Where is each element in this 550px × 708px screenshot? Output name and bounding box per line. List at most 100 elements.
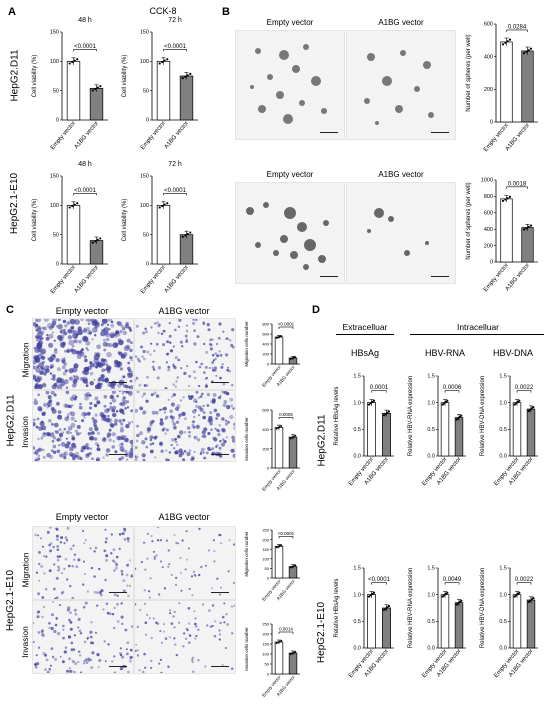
d6-point — [529, 599, 532, 602]
sphere-image-a1bg-e10 — [346, 182, 456, 284]
c1-ytick-label: 400 — [262, 342, 269, 347]
a2-point — [181, 77, 184, 80]
a1-pvalue: <0.0001 — [74, 44, 97, 50]
a2-bar-a1bg — [179, 75, 194, 121]
a4-point — [189, 231, 192, 234]
panel-c-row-label-d11: HepG2.D11 — [5, 393, 17, 447]
panel-a-title: CCK-8 — [149, 6, 177, 16]
panel-c-sub-migration-2: Migration — [20, 552, 30, 588]
a4-pvalue: <0.0001 — [164, 188, 187, 194]
a2-ytick-label: 150 — [140, 30, 149, 36]
c4-point — [275, 642, 278, 645]
transwell-invasion-a1bg-e10 — [134, 600, 236, 674]
d1-point — [384, 412, 387, 416]
c4-ylabel: Invasion cells number — [244, 627, 249, 671]
b2-point — [527, 225, 530, 229]
c2-point — [294, 434, 297, 437]
a1-point — [71, 60, 74, 64]
c1-ytick-label: 800 — [262, 322, 269, 327]
a4-point — [158, 206, 161, 209]
d3-point — [530, 407, 533, 410]
d2-point — [458, 415, 461, 419]
a1-ytick-label: 100 — [50, 59, 59, 65]
d5-point — [458, 600, 461, 604]
d5-point — [460, 599, 463, 602]
b2-point — [529, 224, 533, 227]
c4-ytick-label: 150 — [262, 642, 269, 647]
panel-c-col-empty-2: Empty vector — [55, 512, 109, 522]
c3-point — [289, 566, 292, 569]
a4-ytick-label: 150 — [140, 174, 149, 180]
b2-bar-empty — [500, 198, 513, 263]
panel-c-sub-invasion-1: Invasion — [20, 416, 31, 448]
d6-point — [513, 595, 516, 598]
c2-bar-empty — [274, 427, 284, 469]
c4-point — [291, 652, 294, 655]
a2-ytick-label: 50 — [143, 88, 149, 94]
c3-ytick-label: 100 — [262, 557, 269, 562]
panel-a-row-label-d11: HepG2.D11 — [9, 48, 21, 102]
d2-point — [446, 399, 449, 402]
chart-b-spheres-e10: Number of spheres (per well) 0 200 400 600 80… — [466, 178, 538, 293]
transwell-invasion-a1bg-d11 — [134, 390, 236, 462]
panel-d-group-intra-line — [410, 334, 544, 335]
transwell-migration-empty-d11 — [32, 318, 134, 390]
chart-c-migration-e10: Migration cells number050100150200250Emp… — [244, 528, 300, 602]
c2-ytick-label: 200 — [262, 446, 269, 451]
panel-c-col-a1bg-1: A1BG vector — [158, 306, 210, 316]
d2-ytick-label: 1.0 — [427, 400, 435, 406]
a3-point — [94, 240, 97, 243]
b1-point — [508, 38, 512, 41]
c2-ytick-label: 600 — [262, 408, 269, 413]
d2-ytick-label: 0.0 — [427, 454, 435, 460]
panel-d-col-hbvdna: HBV-DNA — [492, 348, 533, 358]
d6-ytick-label: 0.0 — [499, 646, 507, 652]
d1-ytick-label: 0.0 — [353, 454, 361, 460]
a1-bar-empty — [66, 60, 81, 121]
d4-point — [371, 592, 374, 596]
a2-bar-empty — [156, 60, 171, 121]
c3-point — [275, 546, 278, 549]
a3-bar-empty — [66, 204, 81, 265]
b1-ytick-label: 200 — [484, 87, 493, 93]
c1-point — [277, 336, 280, 339]
a3-point — [91, 241, 94, 244]
panel-d-group-extra: Extracelluar — [342, 322, 388, 332]
panel-b-label-empty-1: Empty vector — [266, 18, 314, 27]
d4-point — [372, 591, 376, 594]
d4-ytick-label: 0.0 — [353, 646, 361, 652]
c1-point — [280, 335, 283, 337]
a1-point — [73, 59, 76, 62]
b1-point — [501, 43, 505, 46]
panel-c-row-label-e10: HepG2.1-E10 — [5, 569, 17, 631]
panel-c-col-a1bg-2: A1BG vector — [158, 512, 210, 522]
d1-point — [386, 411, 389, 414]
a4-point — [163, 203, 166, 206]
a3-ytick-label: 150 — [50, 174, 59, 180]
c2-ytick-label: 400 — [262, 427, 269, 432]
a2-xtick-label: A1BG vector — [164, 120, 190, 150]
d1-point — [371, 400, 374, 404]
c1-point — [294, 356, 297, 358]
d3-ytick-label: 0.5 — [499, 427, 507, 433]
b2-point — [525, 227, 528, 230]
c2-point — [280, 425, 283, 427]
b2-ytick-label: 800 — [484, 194, 493, 200]
c4-ytick-label: 250 — [262, 622, 269, 627]
c1-point — [275, 337, 278, 339]
transwell-migration-a1bg-e10 — [134, 526, 236, 600]
d5-point — [443, 594, 446, 597]
d6-point — [527, 600, 530, 604]
a4-xtick-label: A1BG vector — [164, 264, 190, 294]
c2-pvalue: 0.0006 — [279, 412, 293, 417]
d6-bar-a1bg — [526, 599, 536, 649]
c3-point — [277, 545, 280, 548]
a2-ylabel: Cell viability (%) — [122, 55, 128, 98]
c4-pvalue: 0.0014 — [279, 627, 293, 632]
d2-ytick-label: 0.5 — [427, 427, 435, 433]
a2-point — [186, 74, 189, 77]
b1-point — [525, 50, 528, 53]
a2-pvalue: <0.0001 — [164, 44, 187, 50]
